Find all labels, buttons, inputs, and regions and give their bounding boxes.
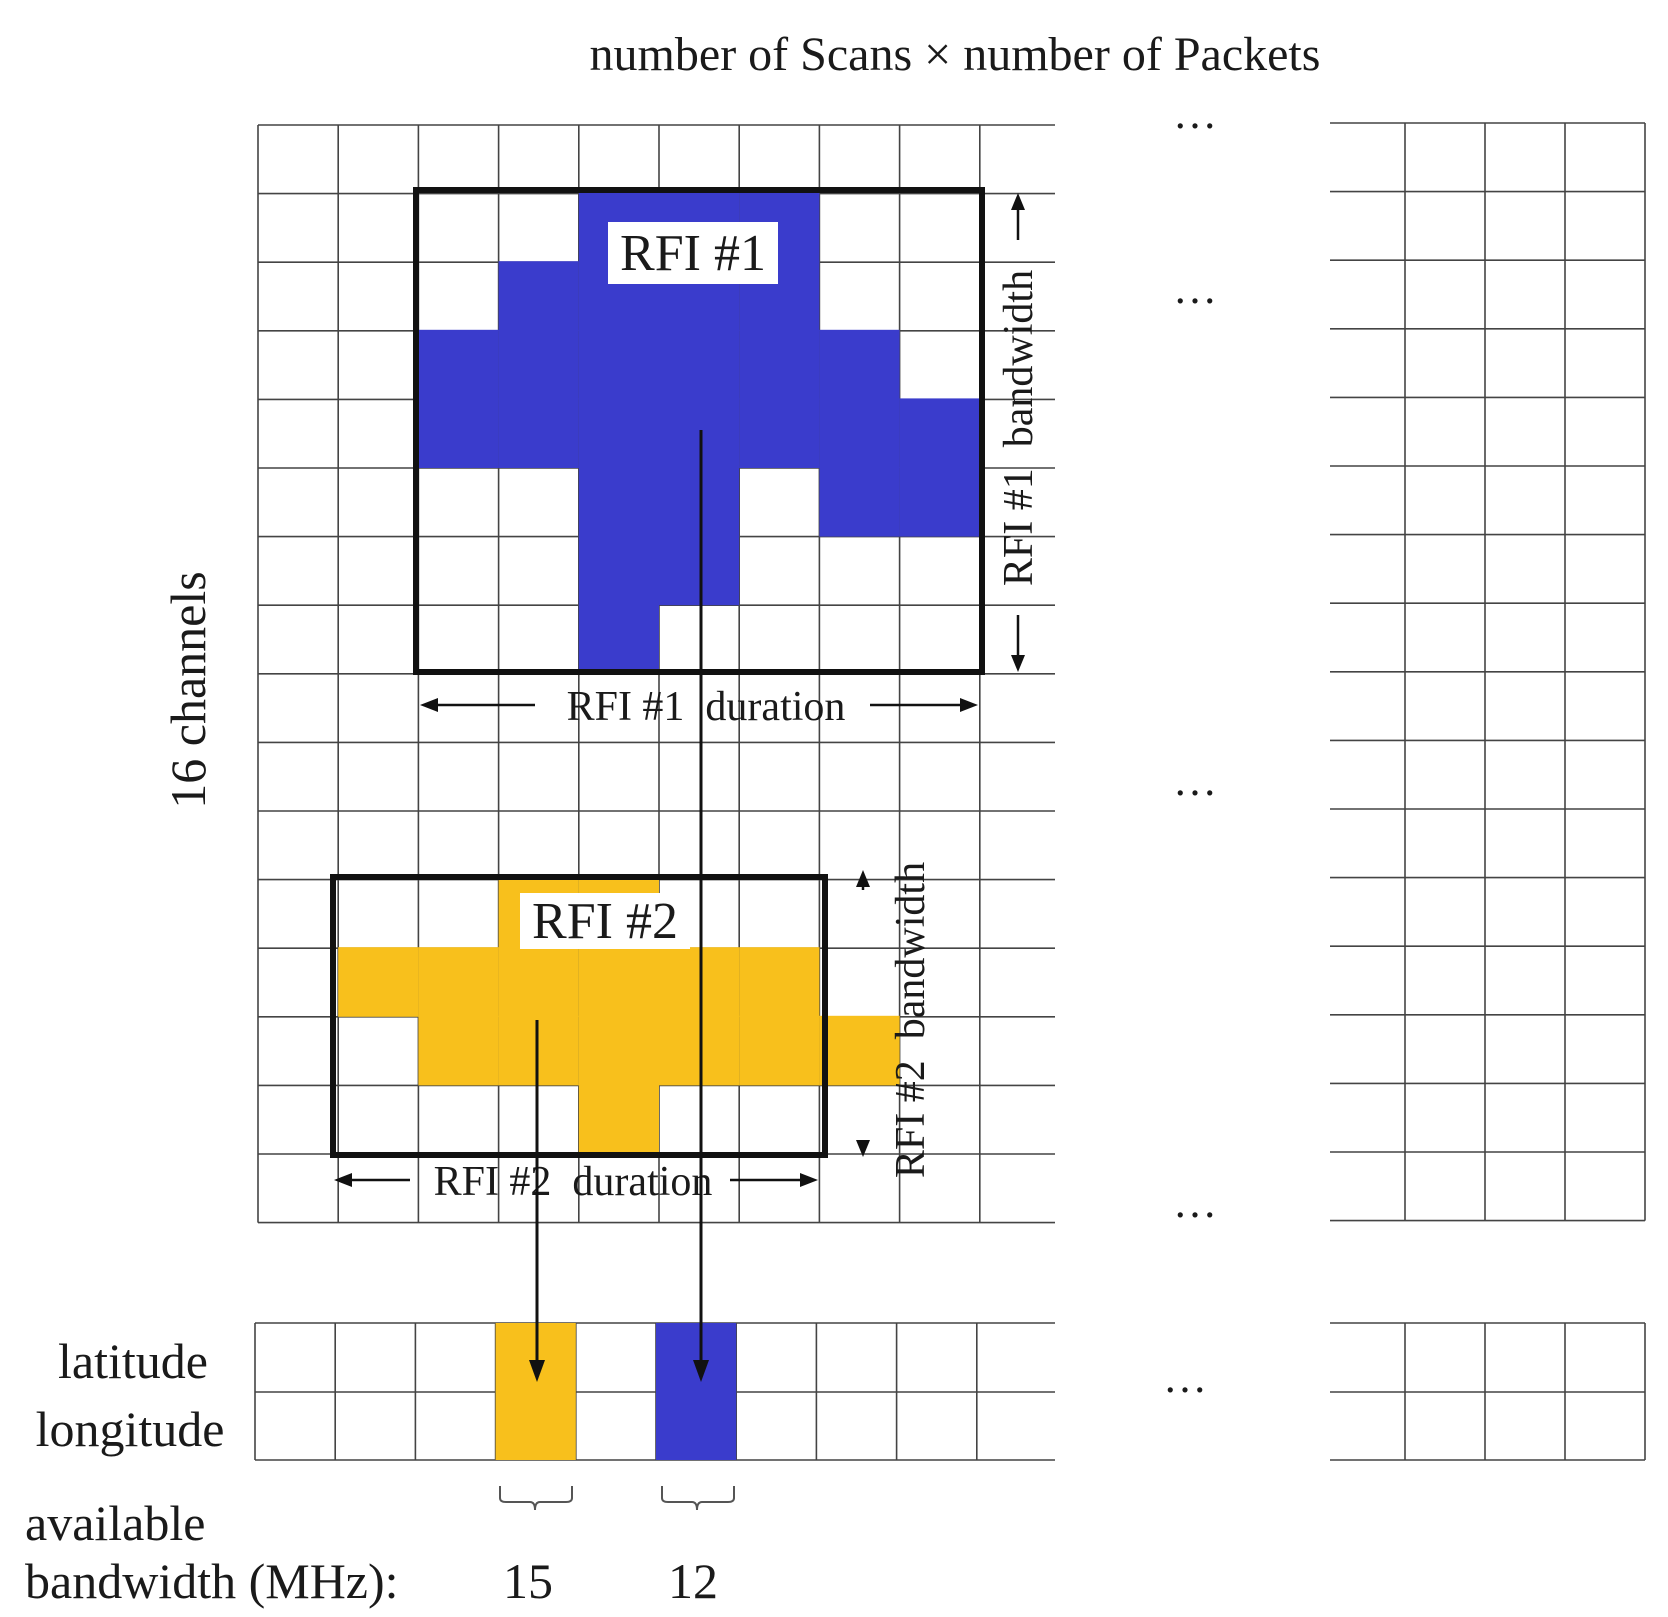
ellipsis-5: … [1163,1353,1207,1402]
ellipsis-2: … [1173,264,1217,313]
rfi2-duration-arrowhead-left [334,1173,352,1187]
rfi2-cell [659,947,740,1017]
rfi1-cell [578,329,659,400]
rfi1-drop-arrowhead [693,1360,709,1382]
rfi1-cell [418,398,499,468]
rfi1-cell [578,535,659,606]
available-bandwidth-label-2: bandwidth (MHz): [25,1553,399,1609]
rfi1-cell [899,467,980,537]
ellipsis-1: … [1173,89,1217,138]
geo-right-grid [1330,1322,1646,1461]
rfi1-cell [899,398,980,468]
rfi1-cell [659,329,740,400]
rfi2-box [330,874,828,1158]
rfi2-cell [578,1015,659,1086]
rfi1-label: RFI #1 [620,225,766,282]
ellipsis-3: … [1173,756,1217,805]
rfi2-drop-arrowhead [529,1360,545,1382]
rfi1-cell [578,604,659,674]
rfi2-cell [739,947,820,1017]
rfi1-cell [659,467,740,537]
rfi2-cell [338,947,419,1017]
rfi1-cell [418,329,499,400]
rfi2-cell [498,947,579,1017]
rfi2-duration-arrowhead-right [800,1173,818,1187]
brace-12 [661,1486,735,1511]
channels-label: 16 channels [160,571,216,808]
rfi2-duration-label: RFI #2 duration [434,1159,713,1205]
rfi2-cells [338,878,900,1460]
rfi1-bandwidth-arrowhead-top [1011,193,1025,210]
rfi2-label: RFI #2 [532,893,678,950]
rfi2-cell [739,1015,820,1086]
rfi1-cell [739,329,820,400]
rfi2-cell [418,1015,499,1086]
available-bandwidth-value-15: 15 [503,1553,553,1609]
rfi1-cell [498,329,579,400]
rfi1-box [413,187,985,675]
ellipsis-4: … [1173,1178,1217,1227]
rfi2-bandwidth-label: RFI #2 bandwidth [888,862,934,1178]
rfi1-label-bg [608,222,778,284]
rfi1-cell [659,535,740,606]
rfi1-duration-arrowhead-right [960,698,978,712]
rfi1-bandwidth-arrowhead-bottom [1011,655,1025,672]
rfi1-cell [578,398,659,468]
rfi1-cell [578,467,659,537]
rfi2-cell [659,1015,740,1086]
rfi1-bandwidth-label: RFI #1 bandwidth [996,270,1042,586]
rfi1-duration-label: RFI #1 duration [567,684,846,730]
rfi2-bandwidth-arrowhead-bottom [856,1140,870,1157]
rfi1-cell [498,261,579,331]
rfi1-duration-arrowhead-left [420,698,438,712]
available-bandwidth-label-1: available [25,1495,205,1551]
rfi2-label-bg [520,893,690,949]
rfi2-cell [498,1015,579,1086]
geo-grid [254,1322,1055,1461]
rfi2-cell [819,1015,900,1086]
diagram-title: number of Scans × number of Packets [590,28,1321,81]
latitude-label: latitude [58,1333,208,1389]
available-bandwidth-value-12: 12 [668,1553,718,1609]
rfi1-cell [819,467,900,537]
rfi1-cell [819,398,900,468]
rfi2-cell [418,947,499,1017]
rfi1-cell [739,398,820,468]
rfi2-cell [578,1084,659,1154]
longitude-label: longitude [36,1401,225,1457]
rfi1-cells [418,192,980,1460]
rfi2-cell [578,947,659,1017]
rfi1-cell [498,398,579,468]
rfi2-bandwidth-arrowhead-top [856,870,870,887]
brace-15 [499,1486,573,1511]
geo-rfi1-column [656,1323,737,1460]
rfi1-cell [659,398,740,468]
rfi1-cell [819,329,900,400]
right-grid [1330,122,1646,1222]
